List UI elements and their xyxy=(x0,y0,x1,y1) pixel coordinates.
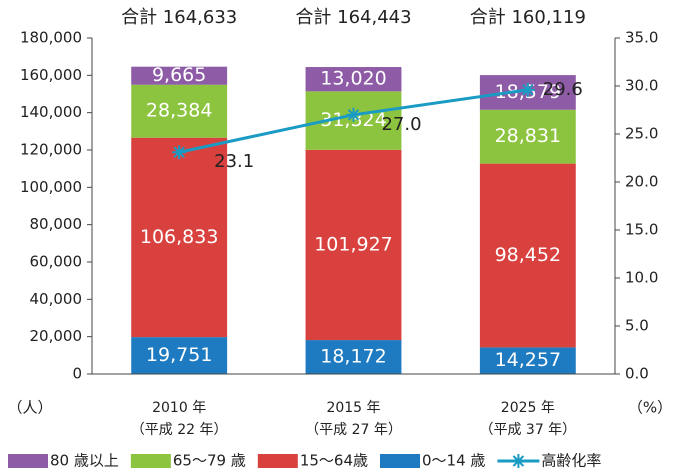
segment-label: 19,751 xyxy=(146,344,212,366)
bar-segment xyxy=(305,340,402,374)
legend-swatch xyxy=(130,454,171,468)
bar-segment xyxy=(131,337,228,374)
legend-swatch xyxy=(8,454,48,468)
y-tick-label: 160,000 xyxy=(20,66,82,84)
y-tick-label: 20,000 xyxy=(30,327,83,345)
legend-label: 15～64歳 xyxy=(300,452,368,470)
bar-segment xyxy=(479,163,576,348)
x-tick-note: （平成 22 年） xyxy=(131,422,228,438)
line-marker xyxy=(346,107,361,122)
x-tick-note: （平成 27 年） xyxy=(305,422,402,438)
x-tick-label: 2025 年 xyxy=(501,400,555,416)
y-tick-label: 100,000 xyxy=(20,178,82,196)
y2-tick-label: 30.0 xyxy=(625,77,658,95)
segment-label: 101,927 xyxy=(314,233,393,255)
bar-segment xyxy=(131,137,228,338)
y2-tick-label: 5.0 xyxy=(625,317,649,335)
line-label: 29.6 xyxy=(543,79,583,100)
y-tick-label: 60,000 xyxy=(30,253,83,271)
segment-label: 13,020 xyxy=(320,68,386,90)
legend-swatch xyxy=(380,454,420,468)
y-tick-label: 180,000 xyxy=(20,29,82,47)
bar-segment xyxy=(305,149,402,341)
y-tick-label: 40,000 xyxy=(30,290,83,308)
y-tick-label: 120,000 xyxy=(20,141,82,159)
legend-label: 80 歳以上 xyxy=(50,452,119,470)
y2-axis-label: （%） xyxy=(628,399,672,417)
y2-tick-label: 35.0 xyxy=(625,29,658,47)
x-tick-note: （平成 37 年） xyxy=(479,422,576,438)
y2-tick-label: 25.0 xyxy=(625,125,658,143)
y2-tick-label: 10.0 xyxy=(625,269,658,287)
bar-segment xyxy=(131,66,228,85)
x-tick-label: 2015 年 xyxy=(326,400,380,416)
total-label: 合計 160,119 xyxy=(470,7,586,28)
x-tick-label: 2010 年 xyxy=(152,400,206,416)
y2-tick-label: 15.0 xyxy=(625,221,658,239)
total-label: 合計 164,443 xyxy=(295,7,411,28)
bar-segment xyxy=(479,347,576,374)
bar-segment xyxy=(479,109,576,164)
line-label: 23.1 xyxy=(214,151,254,172)
legend-swatch xyxy=(257,454,298,468)
bar-segment xyxy=(305,67,402,92)
y-axis-label: （人） xyxy=(7,399,52,417)
segment-label: 28,384 xyxy=(146,100,212,122)
line-label: 27.0 xyxy=(381,114,421,135)
segment-label: 18,172 xyxy=(320,346,386,368)
line-marker xyxy=(172,145,187,160)
segment-label: 106,833 xyxy=(140,226,219,248)
y-tick-label: 80,000 xyxy=(30,215,83,233)
segment-label: 98,452 xyxy=(495,244,561,266)
legend-label: 65～79 歳 xyxy=(173,452,246,470)
y2-tick-label: 20.0 xyxy=(625,173,658,191)
segment-label: 14,257 xyxy=(495,349,561,371)
y-tick-label: 0 xyxy=(72,365,82,383)
bar-segment xyxy=(131,84,228,138)
y2-tick-label: 0.0 xyxy=(625,365,649,383)
legend-swatch-marker xyxy=(511,454,526,468)
y-tick-label: 140,000 xyxy=(20,103,82,121)
total-label: 合計 164,633 xyxy=(121,7,237,28)
legend-label: 高齢化率 xyxy=(541,452,601,470)
segment-label: 28,831 xyxy=(495,125,561,147)
legend-label: 0～14 歳 xyxy=(422,452,485,470)
segment-label: 9,665 xyxy=(152,64,206,86)
line-marker xyxy=(520,82,535,97)
